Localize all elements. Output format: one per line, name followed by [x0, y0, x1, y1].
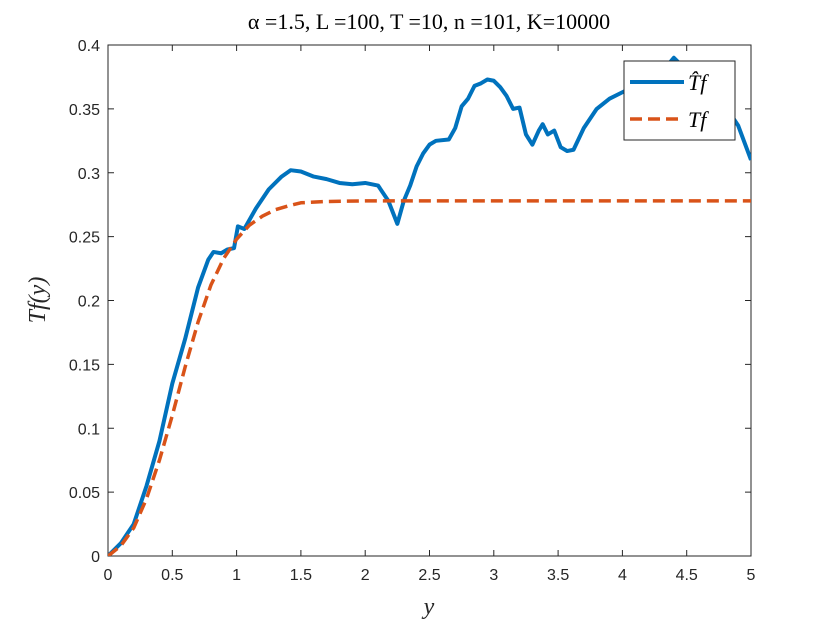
series-line-2 — [108, 199, 751, 556]
legend-box — [623, 60, 736, 141]
legend: T̂f Tf — [623, 60, 736, 141]
y-tick-label: 0.25 — [69, 230, 100, 247]
x-tick-label: 5 — [747, 567, 756, 584]
x-tick-label: 4.5 — [676, 567, 698, 584]
legend-label-1: T̂f — [688, 70, 709, 95]
x-tick-label: 0 — [104, 567, 113, 584]
y-tick-label: 0.2 — [78, 294, 100, 311]
x-tick-label: 2.5 — [418, 567, 440, 584]
x-tick-label: 4 — [618, 567, 627, 584]
y-tick-label: 0.4 — [78, 38, 100, 55]
plot-area: 0 0.5 1 1.5 2 2.5 3 3.5 4 4.5 5 0 0.05 0.1 0.15 0.2 0.25… — [69, 38, 756, 584]
x-tick-label: 1 — [232, 567, 241, 584]
x-tick-label: 1.5 — [290, 567, 312, 584]
x-tick-label: 2 — [361, 567, 370, 584]
x-tick-label: 3 — [489, 567, 498, 584]
y-tick-label: 0.1 — [78, 421, 100, 438]
y-tick-label: 0.05 — [69, 485, 100, 502]
y-tick-label: 0.35 — [69, 102, 100, 119]
y-tick-label: 0.3 — [78, 166, 100, 183]
chart-title: α =1.5, L =100, T =10, n =101, K=10000 — [248, 9, 610, 34]
y-tick-label: 0 — [91, 549, 100, 566]
y-axis-label: Tf(y) — [25, 277, 51, 324]
x-tick-label: 0.5 — [161, 567, 183, 584]
y-tick-label: 0.15 — [69, 357, 100, 374]
x-tick-label: 3.5 — [547, 567, 569, 584]
legend-label-2: Tf — [688, 107, 709, 132]
x-axis-label: y — [422, 594, 435, 620]
